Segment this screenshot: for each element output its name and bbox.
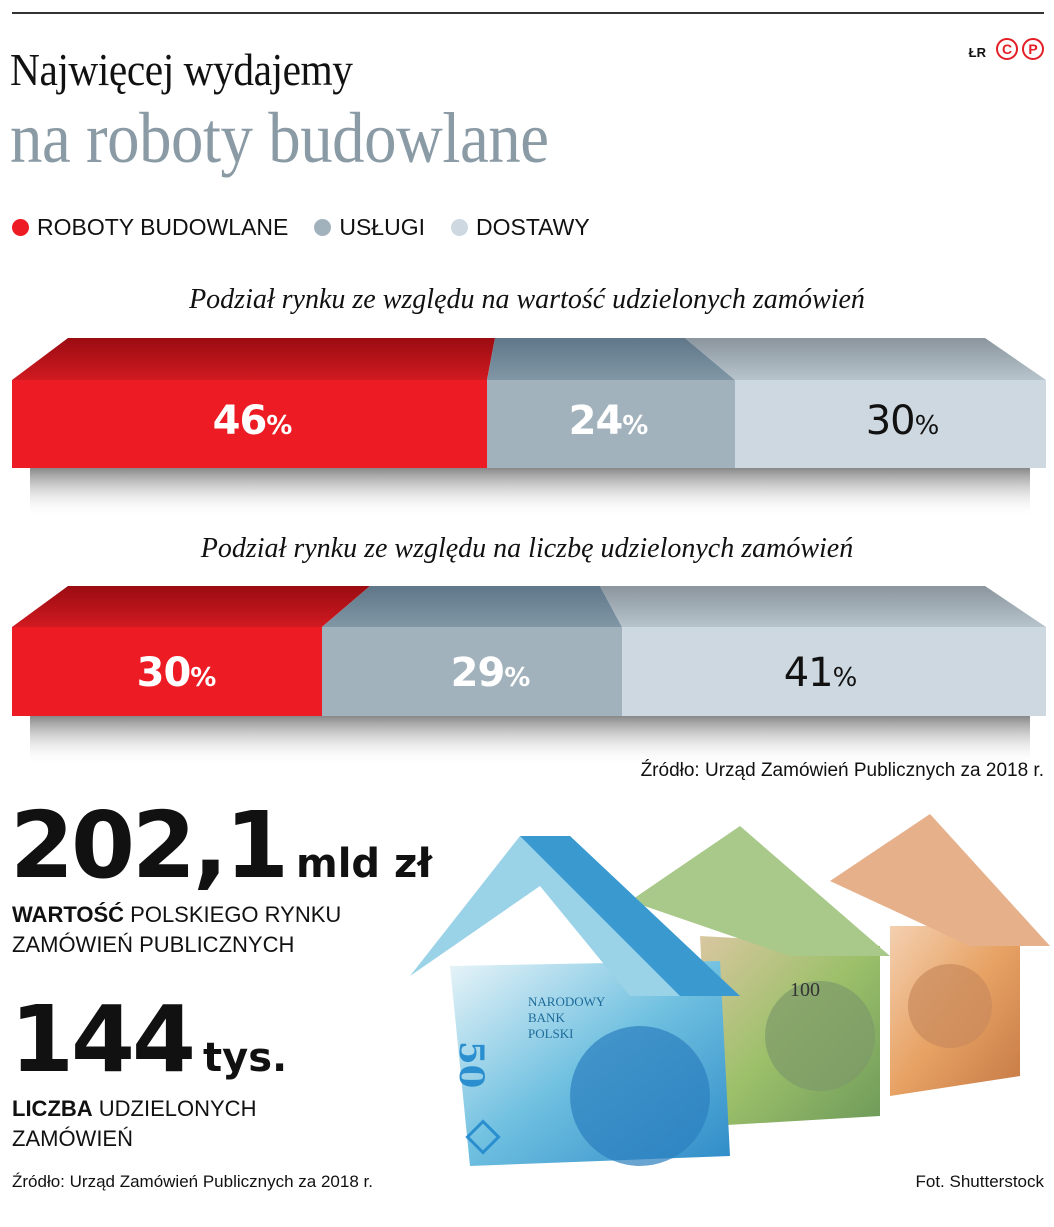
legend-dot-light-gray-icon — [450, 219, 468, 236]
brand-mark: ŁR C P — [969, 38, 1044, 60]
svg-text:50: 50 — [451, 1041, 491, 1088]
segment-label-dostawy: 41% — [783, 650, 858, 696]
stat-count-description: LICZBA UDZIELONYCH ZAMÓWIEŃ — [12, 1096, 257, 1151]
chart-source: Źródło: Urząd Zamówień Publicznych za 20… — [640, 760, 1044, 781]
segment-label-uslugi: 29% — [450, 650, 531, 696]
legend-dot-blue-gray-icon — [314, 219, 332, 236]
segment-label-roboty: 30% — [136, 650, 217, 696]
stat-value-description: WARTOŚĆ POLSKIEGO RYNKU ZAMÓWIEŃ PUBLICZ… — [12, 902, 342, 957]
banknote-houses-photo: 50 NARODOWY BANK POLSKI 100 — [410, 814, 1050, 1166]
title-line-2: na roboty budowlane — [10, 98, 549, 178]
legend-item-roboty: ROBOTY BUDOWLANE — [12, 214, 288, 241]
svg-text:100: 100 — [790, 979, 820, 1001]
svg-text:NARODOWY: NARODOWY — [528, 994, 606, 1009]
legend-item-uslugi: USŁUGI — [314, 214, 425, 241]
legend-label: USŁUGI — [339, 214, 425, 240]
title-line-1: Najwięcej wydajemy — [10, 44, 353, 95]
stacked-bar-count: 30% 29% 41% — [0, 578, 1054, 768]
chart-title-count: Podział rynku ze względu na liczbę udzie… — [200, 533, 854, 564]
stat-count-number: 144 tys. — [10, 986, 288, 1093]
logo-c-icon: C — [996, 38, 1018, 60]
svg-text:BANK: BANK — [528, 1010, 565, 1025]
legend-label: ROBOTY BUDOWLANE — [37, 214, 289, 240]
segment-label-roboty: 46% — [212, 398, 293, 444]
author-initials: ŁR — [968, 44, 986, 60]
photo-credit: Fot. Shutterstock — [915, 1172, 1045, 1191]
bar-3d-shape — [12, 338, 1046, 518]
chart-legend: ROBOTY BUDOWLANE USŁUGI DOSTAWY — [12, 214, 616, 241]
top-rule — [12, 12, 1044, 14]
logo-p-icon: P — [1022, 38, 1044, 60]
legend-dot-red-icon — [12, 219, 29, 236]
chart-title-value: Podział rynku ze względu na wartość udzi… — [189, 284, 865, 315]
segment-label-dostawy: 30% — [865, 398, 940, 444]
stats-source: Źródło: Urząd Zamówień Publicznych za 20… — [12, 1172, 373, 1191]
stacked-bar-value: 46% 24% 30% — [0, 330, 1054, 520]
legend-item-dostawy: DOSTAWY — [450, 214, 590, 241]
segment-label-uslugi: 24% — [568, 398, 649, 444]
bar-3d-shape — [12, 586, 1046, 766]
legend-label: DOSTAWY — [475, 214, 590, 240]
svg-text:POLSKI: POLSKI — [528, 1026, 574, 1041]
stat-value-number: 202,1 mld zł — [10, 792, 433, 899]
